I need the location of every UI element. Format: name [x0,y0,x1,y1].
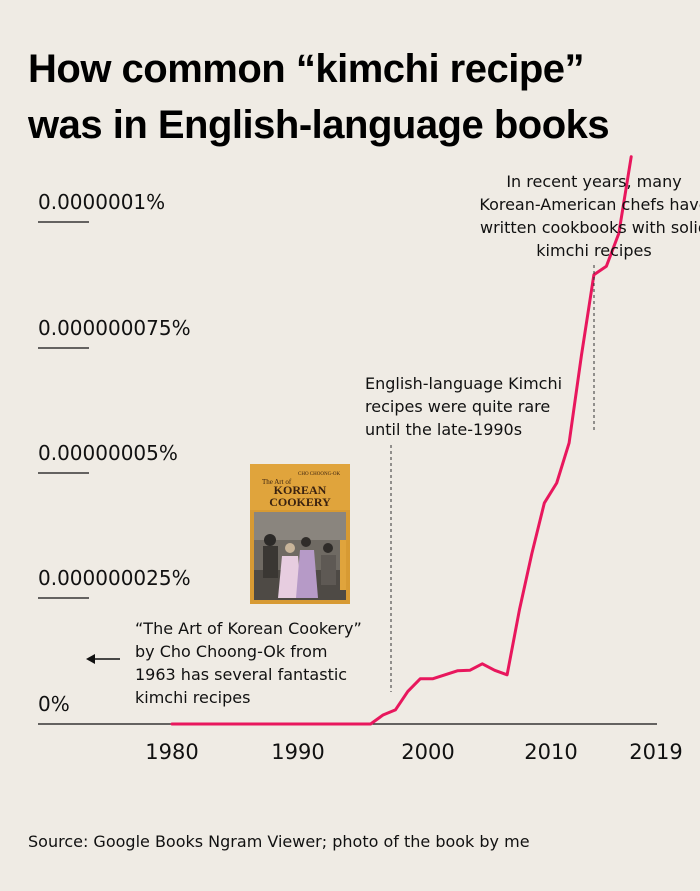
x-tick-label: 2019 [629,740,682,764]
annotation-rare: English-language Kimchi recipes were qui… [365,374,562,692]
y-tick-label: 0.0000001% [38,190,165,214]
source-note: Source: Google Books Ngram Viewer; photo… [28,832,530,851]
y-axis: 0% 0.000000025% 0.00000005% 0.000000075%… [38,190,191,716]
y-tick-label: 0.00000005% [38,441,178,465]
annotation-line: kimchi recipes [536,241,651,260]
chart-title-line-1: How common “kimchi recipe” [28,47,584,91]
annotation-book: “The Art of Korean Cookery” by Cho Choon… [86,619,362,707]
x-tick-label: 1990 [271,740,324,764]
y-tick-label: 0.000000025% [38,566,191,590]
x-axis: 1980 1990 2000 2010 2019 [145,740,682,764]
chart-title-line-2: was in English-language books [27,103,609,147]
x-tick-label: 2000 [401,740,454,764]
annotation-line: Korean-American chefs have [479,195,700,214]
y-tick-label: 0% [38,692,70,716]
book-cover-title-main: COOKERY [269,495,331,509]
annotation-line: 1963 has several fantastic [135,665,347,684]
book-cover-author: CHO CHOONG-OK [298,472,340,477]
annotation-line: kimchi recipes [135,688,250,707]
book-cover-title-small: The Art of [262,478,292,486]
annotation-recent: In recent years, many Korean-American ch… [479,172,700,430]
annotation-line: In recent years, many [506,172,681,191]
annotation-line: until the late-1990s [365,420,522,439]
left-arrow-icon [86,654,120,664]
x-tick-label: 1980 [145,740,198,764]
book-cover-title-main: KOREAN [274,483,327,497]
y-tick-label: 0.000000075% [38,316,191,340]
annotation-line: “The Art of Korean Cookery” [135,619,362,638]
series-line [170,155,633,726]
annotation-line: English-language Kimchi [365,374,562,393]
book-cover-photo: The Art of CHO CHOONG-OK KOREAN COOKERY [250,464,350,604]
annotation-line: recipes were quite rare [365,397,550,416]
annotation-line: written cookbooks with solid [480,218,700,237]
annotation-line: by Cho Choong-Ok from [135,642,327,661]
x-tick-label: 2010 [524,740,577,764]
